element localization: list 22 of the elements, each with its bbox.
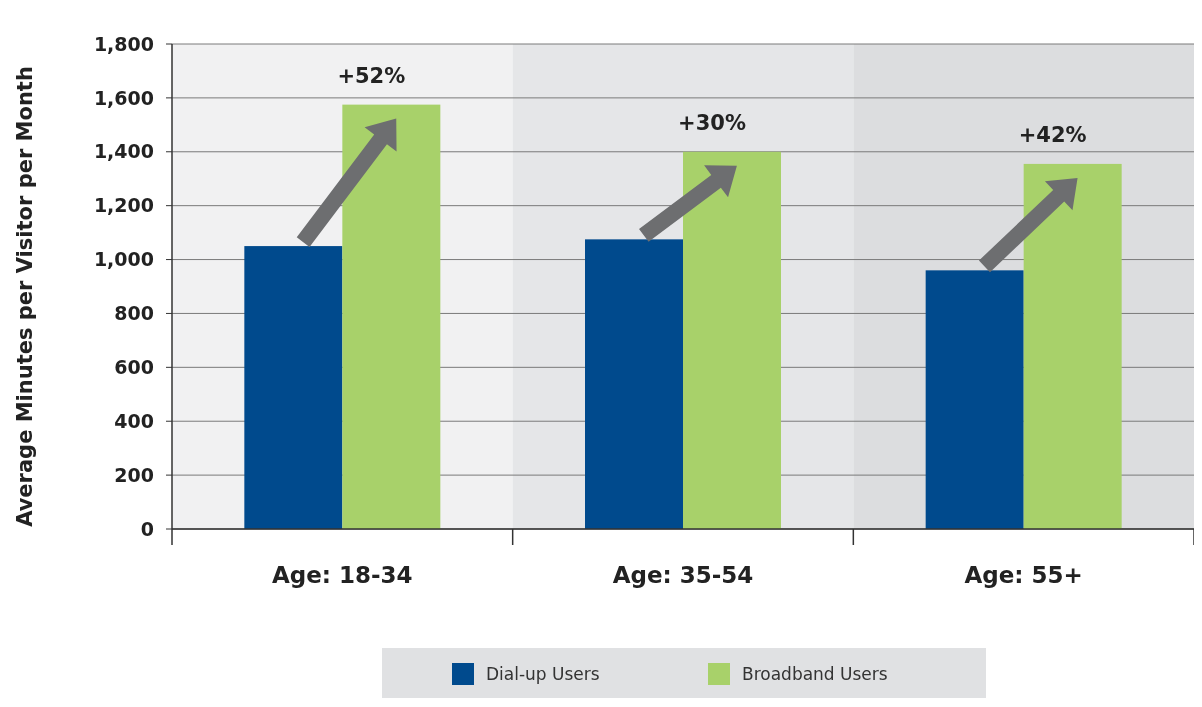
y-tick-label: 1,400 — [93, 140, 154, 163]
legend-label: Dial-up Users — [486, 663, 600, 684]
x-tick-label: Age: 18-34 — [272, 562, 413, 588]
y-tick-label: 1,800 — [93, 32, 154, 55]
bar — [244, 246, 343, 529]
bar — [585, 239, 683, 529]
x-tick-label: Age: 55+ — [964, 562, 1083, 588]
y-tick-label: 1,600 — [93, 86, 154, 109]
y-tick-label: 400 — [114, 409, 154, 432]
y-axis-title: Average Minutes per Visitor per Month — [13, 66, 37, 527]
annotation: +52% — [337, 63, 406, 88]
legend-label: Broadband Users — [742, 663, 888, 684]
y-tick-label: 800 — [114, 302, 154, 325]
y-tick-label: 1,200 — [93, 194, 154, 217]
y-tick-label: 600 — [114, 355, 154, 378]
y-tick-label: 200 — [114, 463, 154, 486]
y-tick-label: 1,000 — [93, 248, 154, 271]
annotation: +30% — [678, 110, 746, 135]
annotation: +42% — [1018, 122, 1087, 147]
y-tick-label: 0 — [140, 517, 154, 540]
bar — [925, 270, 1024, 529]
x-tick-label: Age: 35-54 — [612, 562, 754, 588]
